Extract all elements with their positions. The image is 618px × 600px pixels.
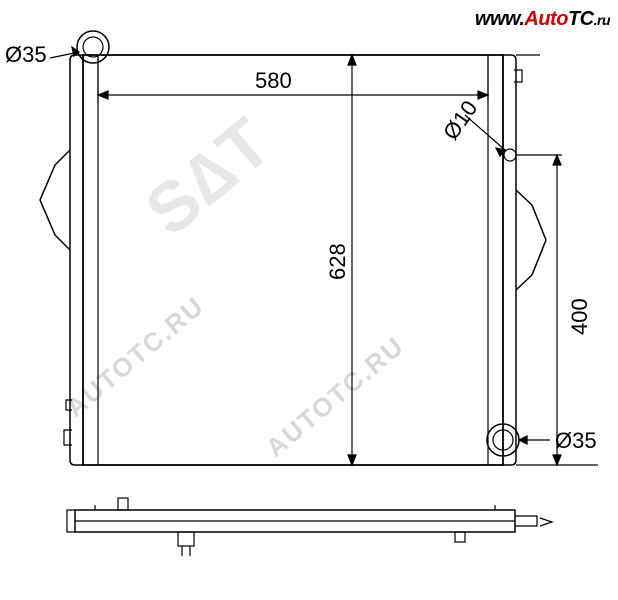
watermark-www: www.	[475, 8, 524, 30]
dim-dia-bottom-right: Ø35	[555, 428, 597, 454]
dim-height-400: 400	[567, 298, 593, 335]
watermark-auto: Auto	[524, 8, 568, 30]
drawing-svg	[0, 0, 618, 600]
watermark-tc: TC	[568, 8, 594, 30]
watermark-url: www.AutoTC.ru	[475, 8, 610, 31]
dim-dia-top-left: Ø35	[5, 42, 47, 68]
dim-height-628: 628	[325, 243, 351, 280]
watermark-ru: .ru	[594, 12, 610, 28]
diagram-canvas: AUTOTC.RU AUTOTC.RU S∆T	[0, 0, 618, 600]
dim-width-top: 580	[255, 68, 292, 94]
